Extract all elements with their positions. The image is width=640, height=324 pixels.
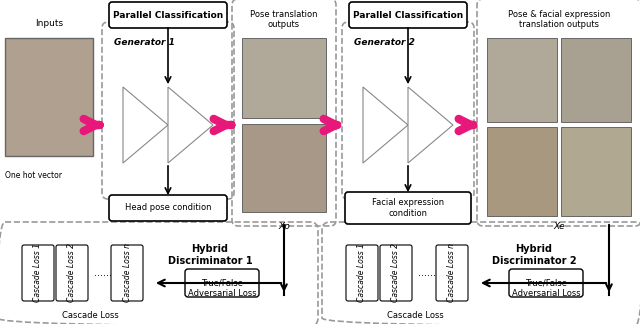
Text: Encoder: Encoder <box>127 121 159 130</box>
Text: Facial expression
condition: Facial expression condition <box>372 198 444 218</box>
FancyBboxPatch shape <box>345 192 471 224</box>
Bar <box>242 124 326 212</box>
Text: Cascade Loss 2: Cascade Loss 2 <box>392 244 401 303</box>
Text: Parallel Classification: Parallel Classification <box>113 10 223 19</box>
FancyBboxPatch shape <box>346 245 378 301</box>
Polygon shape <box>168 87 213 163</box>
Bar <box>487 127 557 216</box>
Text: Cascade Loss 1: Cascade Loss 1 <box>358 244 367 303</box>
Polygon shape <box>363 87 408 163</box>
Text: Cascade Loss: Cascade Loss <box>61 311 118 320</box>
Bar <box>5 38 93 156</box>
Text: Xp: Xp <box>278 222 290 231</box>
FancyBboxPatch shape <box>349 2 467 28</box>
Polygon shape <box>408 87 453 163</box>
FancyBboxPatch shape <box>109 2 227 28</box>
Text: Cascade Loss n: Cascade Loss n <box>122 244 131 303</box>
Text: Parallel Classification: Parallel Classification <box>353 10 463 19</box>
Text: Hybrid
Discriminator 1: Hybrid Discriminator 1 <box>168 244 252 266</box>
FancyBboxPatch shape <box>111 245 143 301</box>
Text: Cascade Loss: Cascade Loss <box>387 311 444 320</box>
FancyBboxPatch shape <box>509 269 583 297</box>
Text: Adversarial Loss: Adversarial Loss <box>512 289 580 298</box>
Text: Head pose condition: Head pose condition <box>125 203 211 213</box>
Text: ......: ...... <box>94 268 112 278</box>
Bar <box>487 38 557 122</box>
Text: Pose & facial expression
translation outputs: Pose & facial expression translation out… <box>508 10 610 29</box>
Text: ......: ...... <box>418 268 436 278</box>
Text: Cascade Loss n: Cascade Loss n <box>447 244 456 303</box>
Text: Adversarial Loss: Adversarial Loss <box>188 289 256 298</box>
Bar <box>561 127 631 216</box>
Text: Generator 2: Generator 2 <box>354 38 415 47</box>
FancyBboxPatch shape <box>22 245 54 301</box>
Text: Cascade Loss 2: Cascade Loss 2 <box>67 244 77 303</box>
FancyBboxPatch shape <box>109 195 227 221</box>
Text: Xe: Xe <box>553 222 565 231</box>
Text: Ge: Ge <box>354 200 367 209</box>
Polygon shape <box>123 87 168 163</box>
Text: Decoder: Decoder <box>417 121 449 130</box>
Text: Encoder: Encoder <box>367 121 399 130</box>
Text: True/False: True/False <box>525 279 567 287</box>
FancyBboxPatch shape <box>56 245 88 301</box>
Text: One hot vector: One hot vector <box>5 170 62 179</box>
Bar <box>242 38 326 118</box>
Text: True/False: True/False <box>201 279 243 287</box>
Text: Inputs: Inputs <box>35 19 63 28</box>
Text: Generator 1: Generator 1 <box>114 38 175 47</box>
Text: Cascade Loss 1: Cascade Loss 1 <box>33 244 42 303</box>
FancyBboxPatch shape <box>436 245 468 301</box>
Bar <box>561 38 631 122</box>
Text: Gp: Gp <box>114 200 127 209</box>
Text: Pose translation
outputs: Pose translation outputs <box>250 10 317 29</box>
FancyBboxPatch shape <box>185 269 259 297</box>
Text: Hybrid
Discriminator 2: Hybrid Discriminator 2 <box>492 244 576 266</box>
Text: Decoder: Decoder <box>177 121 209 130</box>
FancyBboxPatch shape <box>380 245 412 301</box>
